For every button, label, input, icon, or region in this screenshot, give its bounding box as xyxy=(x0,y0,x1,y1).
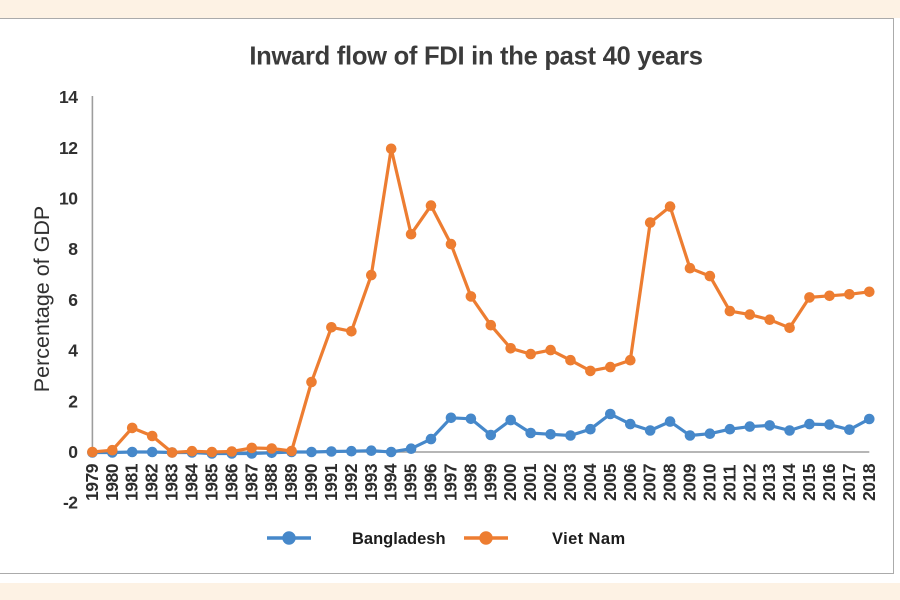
svg-text:2005: 2005 xyxy=(600,463,620,501)
svg-text:1990: 1990 xyxy=(301,463,321,501)
svg-text:2008: 2008 xyxy=(660,463,680,501)
svg-text:Percentage of GDP: Percentage of GDP xyxy=(30,206,54,392)
svg-text:1988: 1988 xyxy=(261,463,281,501)
svg-text:1987: 1987 xyxy=(241,464,261,501)
svg-text:4: 4 xyxy=(68,341,78,361)
svg-text:2015: 2015 xyxy=(799,463,819,501)
svg-text:0: 0 xyxy=(68,442,78,462)
svg-text:1999: 1999 xyxy=(480,463,500,501)
svg-text:1979: 1979 xyxy=(82,463,102,501)
svg-text:2000: 2000 xyxy=(500,463,520,501)
svg-text:1980: 1980 xyxy=(102,463,122,501)
svg-text:2014: 2014 xyxy=(779,463,799,501)
svg-text:1995: 1995 xyxy=(401,463,421,501)
svg-text:-2: -2 xyxy=(63,493,78,513)
svg-text:1992: 1992 xyxy=(341,463,361,501)
svg-text:Inward flow of FDI in the past: Inward flow of FDI in the past 40 years xyxy=(249,43,702,71)
svg-text:2018: 2018 xyxy=(859,463,879,501)
svg-text:2001: 2001 xyxy=(520,463,540,501)
svg-text:2016: 2016 xyxy=(819,463,839,501)
svg-text:2003: 2003 xyxy=(560,463,580,501)
svg-text:8: 8 xyxy=(68,239,78,259)
svg-text:1985: 1985 xyxy=(201,463,221,501)
svg-text:2004: 2004 xyxy=(580,463,600,501)
svg-text:1982: 1982 xyxy=(142,463,162,501)
svg-text:6: 6 xyxy=(68,290,78,310)
svg-text:1986: 1986 xyxy=(221,463,241,501)
svg-text:Viet Nam: Viet Nam xyxy=(552,530,626,548)
svg-text:1996: 1996 xyxy=(421,463,441,501)
svg-text:1994: 1994 xyxy=(381,463,401,501)
svg-text:2006: 2006 xyxy=(620,463,640,501)
svg-text:1989: 1989 xyxy=(281,463,301,501)
svg-text:2010: 2010 xyxy=(699,463,719,501)
svg-text:1983: 1983 xyxy=(162,463,182,501)
svg-text:1984: 1984 xyxy=(182,463,202,501)
svg-text:1998: 1998 xyxy=(460,463,480,501)
svg-text:Bangladesh: Bangladesh xyxy=(352,530,446,548)
svg-text:1993: 1993 xyxy=(361,463,381,501)
svg-text:2007: 2007 xyxy=(640,464,660,501)
svg-text:2002: 2002 xyxy=(540,463,560,501)
svg-text:2: 2 xyxy=(68,391,78,411)
svg-text:2013: 2013 xyxy=(759,463,779,501)
svg-text:1997: 1997 xyxy=(441,464,461,501)
svg-text:1981: 1981 xyxy=(122,463,142,501)
svg-text:12: 12 xyxy=(59,138,78,158)
svg-text:14: 14 xyxy=(59,87,78,107)
svg-text:2017: 2017 xyxy=(839,464,859,501)
svg-text:2009: 2009 xyxy=(680,463,700,501)
svg-text:10: 10 xyxy=(59,189,78,209)
svg-text:2011: 2011 xyxy=(719,464,739,501)
svg-text:1991: 1991 xyxy=(321,463,341,501)
svg-text:2012: 2012 xyxy=(739,463,759,501)
